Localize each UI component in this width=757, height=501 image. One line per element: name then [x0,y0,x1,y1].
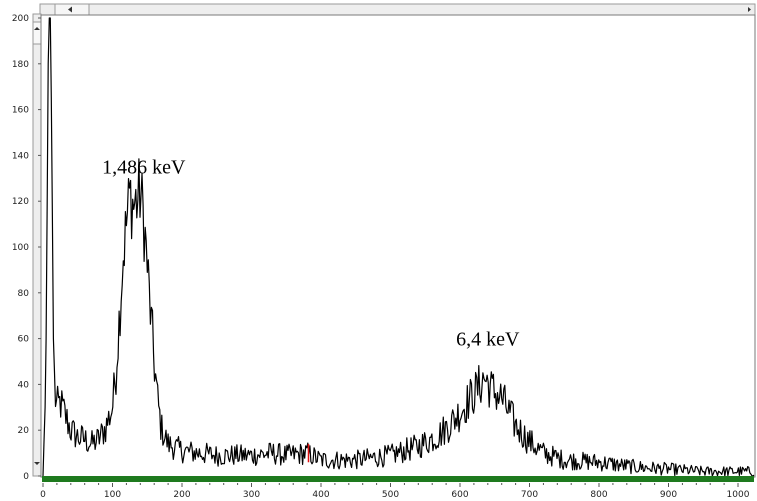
x-tick-label: 1000 [727,490,750,500]
x-tick-label: 900 [660,490,677,500]
scroll-down-icon [34,462,40,465]
x-tick-label: 200 [173,490,190,500]
x-tick-label: 800 [590,490,607,500]
y-tick-label: 100 [12,243,29,253]
y-tick-label: 20 [18,426,30,436]
y-tick-label: 200 [12,14,29,24]
y-tick-label: 160 [12,106,29,116]
x-axis: 0 100 200 300 400 500 600 700 800 900 1000 [40,483,750,500]
x-tick-label: 400 [312,490,329,500]
annotations: 1,486 keV 6,4 keV [102,157,520,351]
y-tick-label: 0 [23,472,29,482]
plot-frame [40,14,756,478]
baseline-bar [42,476,754,482]
y-tick-label: 80 [18,289,30,299]
scroll-up-icon [34,27,40,30]
y-tick-label: 120 [12,197,29,207]
scroll-right-icon [748,7,751,12]
y-tick-label: 60 [18,335,30,345]
x-tick-label: 100 [104,490,121,500]
x-tick-label: 700 [521,490,538,500]
x-tick-label: 300 [243,490,260,500]
peak-annotation: 6,4 keV [456,328,520,350]
y-tick-label: 140 [12,151,29,161]
left-scrollbar-track[interactable] [32,13,42,477]
peak-annotation: 1,486 keV [102,157,186,179]
y-tick-label: 40 [18,380,30,390]
y-tick-label: 180 [12,60,29,70]
left-scrollbar-thumb[interactable] [32,21,42,45]
x-tick-label: 600 [451,490,468,500]
top-scrollbar-track[interactable] [39,3,756,16]
scroll-left-icon [68,6,72,13]
x-tick-label: 0 [40,490,46,500]
spectrum-series-line [42,17,755,477]
y-axis: 0 20 40 60 80 100 120 140 160 180 200 [12,14,41,482]
x-tick-label: 500 [382,490,399,500]
